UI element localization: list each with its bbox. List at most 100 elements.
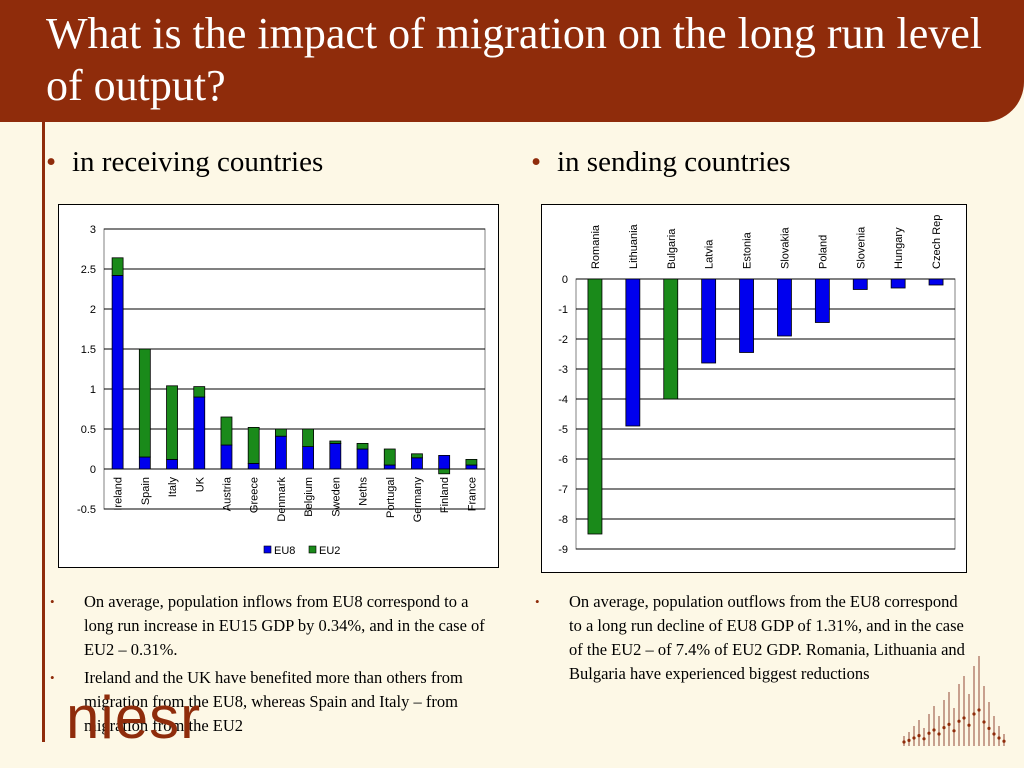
x-tick-label: Greece bbox=[249, 477, 261, 513]
bar-eu2-finland bbox=[438, 468, 451, 475]
title-bar bbox=[0, 0, 1024, 122]
bullet-icon: • bbox=[531, 146, 542, 178]
bar-eu2-ireland bbox=[111, 257, 124, 276]
right-heading-row: • in sending countries bbox=[531, 146, 791, 179]
x-tick-label: Spain bbox=[140, 477, 152, 505]
bullet-icon: • bbox=[50, 670, 55, 685]
y-tick-label: -7 bbox=[558, 484, 568, 496]
x-tick-label: Germany bbox=[412, 477, 424, 523]
bar-eu2-uk bbox=[193, 386, 206, 398]
x-tick-label: Belgium bbox=[303, 477, 315, 517]
right-notes: • On average, population outflows from th… bbox=[535, 590, 965, 690]
slide-title: What is the impact of migration on the l… bbox=[46, 9, 982, 110]
bar-eu8-spain bbox=[138, 456, 151, 470]
bar-hungary bbox=[890, 278, 906, 289]
bar-eu2-spain bbox=[138, 348, 151, 458]
logo-dot bbox=[987, 726, 991, 730]
left-heading-row: • in receiving countries bbox=[46, 146, 323, 179]
logo-dot bbox=[907, 738, 911, 742]
bar-latvia bbox=[701, 278, 717, 364]
bar-eu2-italy bbox=[166, 385, 178, 460]
niesr-logo: niesr bbox=[66, 684, 202, 751]
logo-dot bbox=[967, 723, 971, 727]
bar-eu2-portugal bbox=[383, 448, 396, 466]
logo-dot bbox=[992, 732, 996, 736]
x-tick-label: Denmark bbox=[276, 477, 288, 522]
logo-dot bbox=[982, 720, 986, 724]
logo-dot bbox=[947, 722, 951, 726]
y-tick-label: -8 bbox=[558, 514, 568, 526]
note-text: On average, population outflows from the… bbox=[569, 592, 965, 683]
x-tick-label: Neths bbox=[358, 477, 370, 506]
y-tick-label: 0.5 bbox=[81, 424, 96, 436]
bar-lithuania bbox=[625, 278, 641, 427]
logo-dot bbox=[957, 719, 961, 723]
y-tick-label: -3 bbox=[558, 364, 568, 376]
y-tick-label: -9 bbox=[558, 544, 568, 556]
y-tick-label: 2 bbox=[90, 304, 96, 316]
bar-eu2-greece bbox=[247, 426, 260, 464]
bar-eu2-belgium bbox=[302, 428, 315, 448]
bar-slovakia bbox=[777, 278, 792, 337]
plot-area bbox=[103, 228, 486, 510]
logo-dot bbox=[912, 736, 916, 740]
bar-eu8-portugal bbox=[383, 464, 396, 470]
y-tick-label: -0.5 bbox=[77, 504, 96, 516]
x-tick-label: UK bbox=[194, 476, 206, 492]
x-tick-label: Finland bbox=[439, 477, 451, 513]
legend-swatch bbox=[308, 545, 317, 554]
note-item: • On average, population outflows from th… bbox=[535, 590, 965, 686]
logo-dot bbox=[932, 728, 936, 732]
bar-eu2-neths bbox=[356, 442, 369, 450]
x-tick-label: Hungary bbox=[893, 227, 905, 269]
x-tick-label: Czech Rep bbox=[931, 215, 943, 269]
logo-dot bbox=[922, 737, 926, 741]
bar-estonia bbox=[739, 278, 754, 353]
bar-eu8-neths bbox=[356, 448, 369, 470]
y-tick-label: 3 bbox=[90, 224, 96, 236]
note-text: On average, population inflows from EU8 … bbox=[84, 592, 485, 659]
sending-chart-svg: 0 -1 -2 -3 -4 -5 -6 -7 -8 -9 Romania Lithuania Bulga… bbox=[558, 215, 956, 556]
y-tick-label: 1 bbox=[90, 384, 96, 396]
x-tick-label: Estonia bbox=[742, 231, 754, 269]
sending-chart: 0 -1 -2 -3 -4 -5 -6 -7 -8 -9 Romania Lithuania Bulga… bbox=[541, 204, 967, 573]
logo-dot bbox=[917, 734, 921, 738]
bar-eu2-denmark bbox=[274, 428, 287, 437]
note-item: • On average, population inflows from EU8… bbox=[50, 590, 500, 662]
receiving-chart-svg: 3 2.5 2 1.5 1 0.5 0 -0.5 Ireland Spain Italy UK Aust… bbox=[77, 224, 486, 557]
note-item: • Ireland and the UK have benefited more … bbox=[50, 666, 500, 738]
y-tick-label: -6 bbox=[558, 454, 568, 466]
y-tick-label: 1.5 bbox=[81, 344, 96, 356]
logo-bars-icon bbox=[902, 656, 1006, 746]
y-tick-label: 2.5 bbox=[81, 264, 96, 276]
bar-eu8-finland bbox=[438, 454, 451, 470]
bullet-icon: • bbox=[46, 146, 57, 178]
x-tick-label: Slovakia bbox=[779, 227, 791, 269]
y-tick-label: -4 bbox=[558, 394, 568, 406]
y-tick-label: -1 bbox=[558, 304, 568, 316]
bar-eu8-ireland bbox=[111, 275, 124, 470]
x-tick-label: Italy bbox=[167, 477, 179, 498]
logo-dot bbox=[972, 712, 976, 716]
x-tick-label: Poland bbox=[817, 235, 829, 269]
y-tick-label: -5 bbox=[558, 424, 568, 436]
legend-label: EU2 bbox=[319, 545, 340, 557]
bar-eu8-uk bbox=[193, 396, 206, 470]
x-tick-label: Sweden bbox=[330, 477, 342, 517]
bar-eu8-austria bbox=[220, 444, 233, 470]
right-heading: in sending countries bbox=[557, 146, 791, 178]
logo-dot bbox=[952, 729, 956, 733]
x-tick-label: Bulgaria bbox=[666, 228, 678, 269]
x-tick-label: Ireland bbox=[113, 477, 125, 511]
bar-eu8-sweden bbox=[329, 442, 342, 470]
bar-eu2-austria bbox=[220, 416, 233, 446]
x-tick-label: Slovenia bbox=[855, 226, 867, 269]
bar-eu8-italy bbox=[166, 458, 178, 470]
bar-eu8-greece bbox=[247, 462, 260, 470]
bar-romania bbox=[587, 278, 603, 535]
logo-dot bbox=[962, 716, 966, 720]
note-text: Ireland and the UK have benefited more t… bbox=[84, 668, 463, 735]
x-tick-label: Portugal bbox=[385, 477, 397, 518]
bar-eu8-denmark bbox=[274, 435, 287, 470]
legend-label: EU8 bbox=[274, 545, 295, 557]
